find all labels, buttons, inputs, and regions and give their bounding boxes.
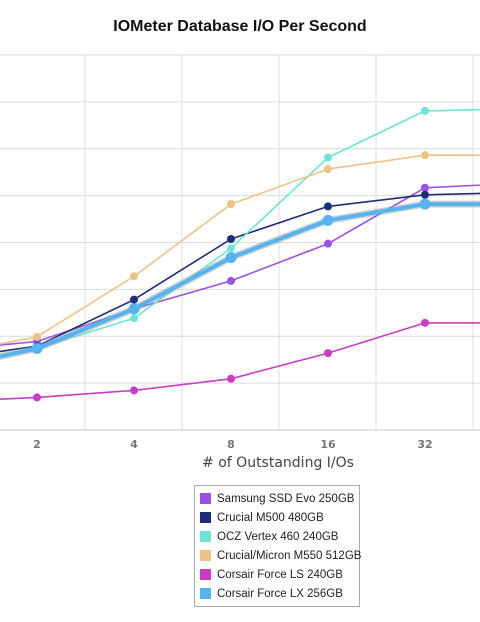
data-point [33, 393, 41, 402]
legend-swatch [200, 512, 211, 523]
data-point [421, 183, 429, 192]
x-tick-label: 2 [33, 438, 41, 451]
data-point [130, 272, 138, 281]
legend-label: Corsair Force LX 256GB [217, 587, 343, 600]
legend-swatch [200, 550, 211, 561]
data-point [421, 190, 429, 199]
x-axis-label: # of Outstanding I/Os [202, 455, 354, 471]
legend-item: Crucial M500 480GB [195, 508, 359, 527]
data-point [227, 276, 235, 285]
legend-label: Corsair Force LS 240GB [217, 568, 343, 581]
data-point [324, 165, 332, 174]
data-point [130, 386, 138, 395]
legend-label: Crucial/Micron M550 512GB [217, 549, 362, 562]
legend-label: Crucial M500 480GB [217, 511, 324, 524]
data-point [421, 106, 429, 115]
data-point [128, 303, 140, 315]
legend: Samsung SSD Evo 250GB Crucial M500 480GB O… [194, 485, 362, 607]
data-point [419, 198, 431, 210]
data-point [130, 295, 138, 304]
legend-swatch [200, 493, 211, 504]
legend-item: Corsair Force LX 256GB [195, 584, 359, 603]
series-line [0, 202, 480, 359]
legend-item: Samsung SSD Evo 250GB [195, 489, 359, 508]
data-point [322, 214, 334, 226]
plot-area: 2 4 8 16 32 [0, 54, 480, 451]
legend-swatch [200, 569, 211, 580]
data-point [324, 202, 332, 211]
data-point [324, 349, 332, 358]
data-point [31, 342, 43, 354]
data-point [227, 374, 235, 383]
chart-title: IOMeter Database I/O Per Second [113, 18, 367, 35]
data-point [227, 200, 235, 209]
x-tick-label: 32 [417, 438, 432, 451]
series-shadow [0, 200, 480, 361]
data-point [324, 239, 332, 248]
legend-item: OCZ Vertex 460 240GB [195, 527, 359, 546]
data-point [421, 151, 429, 160]
data-point [225, 252, 237, 264]
legend-item: Crucial/Micron M550 512GB [195, 546, 362, 565]
x-tick-label: 16 [320, 438, 336, 451]
legend-swatch [200, 531, 211, 542]
x-tick-label: 8 [227, 438, 235, 451]
legend-label: OCZ Vertex 460 240GB [217, 530, 339, 543]
x-tick-label: 4 [130, 438, 138, 451]
data-point [324, 153, 332, 162]
legend-label: Samsung SSD Evo 250GB [217, 492, 355, 505]
data-point [227, 235, 235, 244]
data-point [130, 314, 138, 323]
data-point [33, 332, 41, 341]
data-point [227, 244, 235, 253]
legend-swatch [200, 588, 211, 599]
legend-item: Corsair Force LS 240GB [195, 565, 359, 584]
data-point [421, 318, 429, 327]
